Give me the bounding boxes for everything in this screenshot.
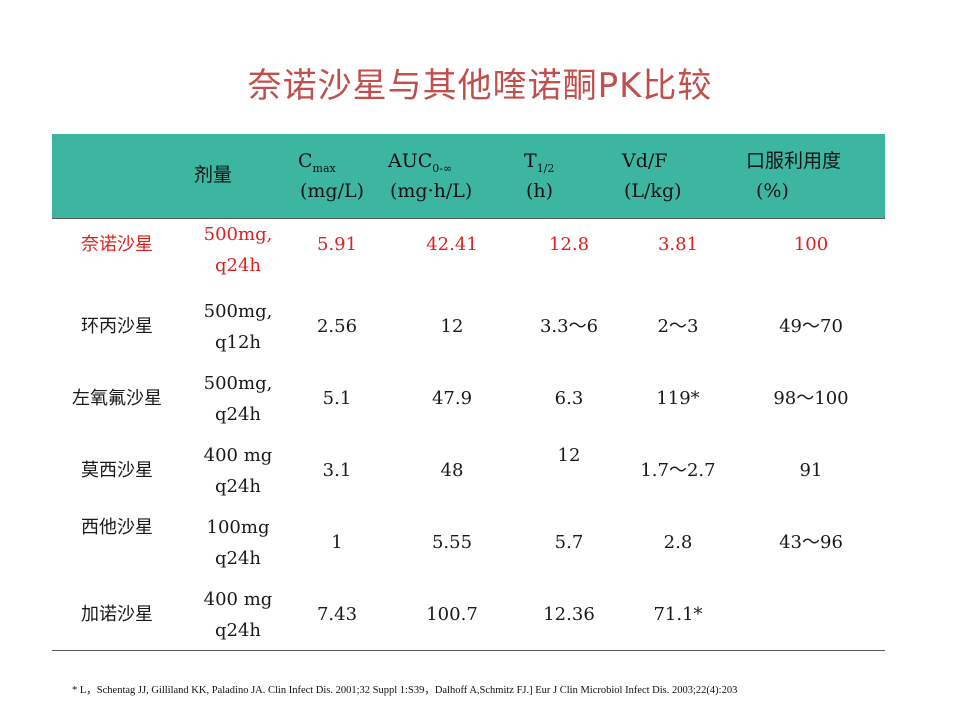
drug-name: 奈诺沙星 [81,234,153,255]
drug-name: 莫西沙星 [81,460,153,481]
cmax-cell: 5.91 [316,234,358,255]
cmax-cell: 3.1 [322,460,352,481]
vd-cell: 71.1* [653,604,703,625]
header-t12-unit: (h) [526,180,554,202]
auc-cell: 42.41 [426,234,478,255]
header-bioavailability-unit: (%) [756,180,789,202]
table-row: 环丙沙星 500mg, q12h 2.56 12 3.3～6 2～3 49～70 [52,296,885,368]
footnote: * L，Schentag JJ, Gilliland KK, Paladino … [72,685,738,696]
bioavailability-cell: 49～70 [779,316,843,337]
table-row: 奈诺沙星 500mg, q24h 5.91 42.41 12.8 3.81 10… [52,224,885,296]
auc-cell: 47.9 [431,388,473,409]
t12-cell: 3.3～6 [539,316,599,337]
vd-cell: 119* [656,388,700,409]
t12-cell: 5.7 [554,532,584,553]
vd-cell: 3.81 [657,234,699,255]
header-t12: T1/2 [524,150,555,175]
drug-name: 左氧氟沙星 [72,388,162,409]
drug-name: 西他沙星 [81,517,153,538]
cmax-cell: 7.43 [316,604,358,625]
drug-name: 环丙沙星 [81,316,153,337]
dose-cell: 500mg, q12h [203,301,273,353]
t12-cell: 12.8 [548,234,590,255]
t12-cell: 12.36 [543,604,595,625]
vd-cell: 2.8 [663,532,693,553]
auc-cell: 12 [440,316,464,337]
header-vd-unit: (L/kg) [624,180,682,202]
auc-cell: 5.55 [431,532,473,553]
table-row: 加诺沙星 400 mg q24h 7.43 100.7 12.36 71.1* [52,584,885,656]
auc-cell: 48 [440,460,464,481]
dose-cell: 500mg, q24h [203,224,273,276]
header-bioavailability: 口服利用度 [746,150,842,172]
cmax-cell: 5.1 [322,388,352,409]
t12-cell: 6.3 [554,388,584,409]
dose-cell: 400 mg q24h [203,445,273,497]
table-header: 剂量 Cmax (mg/L) AUC0-∞ (mg·h/L) T1/2 (h) … [52,134,885,219]
slide-title: 奈诺沙星与其他喹诺酮PK比较 [247,66,713,106]
vd-cell: 2～3 [657,316,699,337]
table-row: 西他沙星 100mg q24h 1 5.55 5.7 2.8 43～96 [52,512,885,584]
table-bottom-rule [52,650,885,651]
cmax-cell: 1 [331,532,343,553]
dose-cell: 400 mg q24h [203,589,273,641]
bioavailability-cell: 98～100 [773,388,849,409]
header-dose: 剂量 [194,164,233,186]
table-row: 莫西沙星 400 mg q24h 3.1 48 12 1.7～2.7 91 [52,440,885,512]
dose-cell: 500mg, q24h [203,373,273,425]
bioavailability-cell: 91 [799,460,823,481]
auc-cell: 100.7 [426,604,478,625]
header-cmax-unit: (mg/L) [300,180,365,202]
header-vd: Vd/F [622,150,668,172]
bioavailability-cell: 43～96 [779,532,843,553]
table-row: 左氧氟沙星 500mg, q24h 5.1 47.9 6.3 119* 98～1… [52,368,885,440]
header-auc-unit: (mg·h/L) [390,180,473,202]
header-cmax: Cmax [298,150,336,175]
cmax-cell: 2.56 [316,316,358,337]
dose-cell: 100mg q24h [206,517,270,569]
drug-name: 加诺沙星 [81,604,153,625]
header-auc: AUC0-∞ [388,150,453,175]
bioavailability-cell: 100 [793,234,829,255]
vd-cell: 1.7～2.7 [640,460,716,481]
t12-cell: 12 [557,445,581,466]
